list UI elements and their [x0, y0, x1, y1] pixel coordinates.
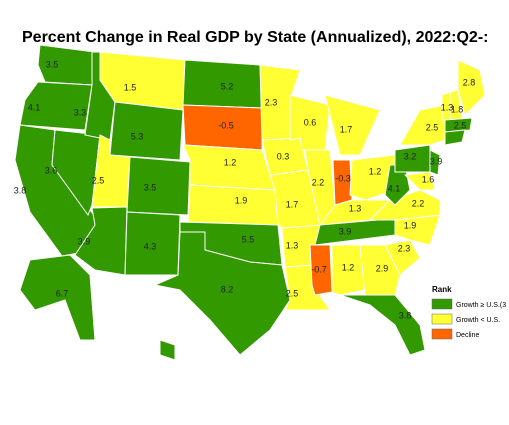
state-label: 1.9	[404, 220, 417, 230]
state	[309, 244, 333, 296]
state-label: 3.2	[404, 151, 417, 161]
state-label: 2.3	[265, 97, 278, 107]
state-label: 0.6	[304, 117, 317, 127]
state-label: 3.5	[144, 182, 157, 192]
state	[339, 294, 426, 356]
state	[457, 59, 486, 116]
legend-label: Growth ≥ U.S.(3	[456, 302, 506, 309]
state-label: 1.8	[451, 104, 464, 114]
state-label: 3.9	[339, 226, 352, 236]
state-label: 3.8	[399, 310, 412, 320]
state-label: 2.5	[92, 175, 105, 185]
state-label: 1.2	[369, 166, 382, 176]
state-labels: 3.5 4.1 3.8 3.6 3.3 1.5 5.3 2.5 3.9 3.5 4.3 5.2 -0.5…	[14, 59, 476, 320]
state-label: 1.2	[224, 157, 237, 167]
title: Percent Change in Real GDP by State (Ann…	[22, 29, 488, 46]
states	[14, 44, 486, 361]
state-label: 5.2	[221, 81, 234, 91]
state	[349, 154, 396, 201]
state	[444, 117, 473, 133]
state-label: 3.5	[46, 59, 59, 69]
state-label: -0.3	[335, 173, 351, 183]
state-label: 2.2	[312, 177, 325, 187]
state-label: 1.6	[422, 174, 435, 184]
state-label: 4.1	[28, 102, 41, 112]
state-label: 2.2	[412, 198, 425, 208]
legend-title: Rank	[432, 285, 452, 294]
state-label: 5.3	[131, 131, 144, 141]
state-label: 2.9	[376, 263, 389, 273]
state-label: 3.3	[74, 107, 87, 117]
state-label: 4.1	[388, 183, 401, 193]
state	[359, 244, 401, 296]
state	[403, 171, 436, 191]
state-label: 1.9	[235, 195, 248, 205]
state	[324, 94, 381, 156]
state-label: 0.3	[277, 151, 290, 161]
state-label: 3.9	[78, 236, 91, 246]
state-label: 6.7	[56, 288, 69, 298]
state-label: 1.3	[441, 102, 454, 112]
legend-label: Decline	[456, 332, 479, 339]
state	[126, 156, 191, 216]
state-label: 1.7	[286, 199, 299, 209]
state-label: 1.2	[342, 262, 355, 272]
state-label: 4.3	[144, 241, 157, 251]
legend: Growth ≥ U.S.(3 Growth < U.S. Decline	[431, 298, 506, 340]
state-label: 3.9	[430, 156, 443, 166]
state	[429, 149, 441, 176]
state-label: 2.5	[454, 120, 467, 130]
state-label: 1.3	[349, 203, 362, 213]
state-label: -0.7	[311, 264, 327, 274]
state	[384, 239, 421, 276]
state-label: 2.8	[463, 77, 476, 87]
state	[19, 81, 93, 131]
state	[331, 244, 366, 296]
state-label: 3.6	[45, 165, 58, 175]
state-label: 1.7	[340, 124, 353, 134]
state-label: 2.5	[426, 122, 439, 132]
state-label: 1.5	[124, 82, 137, 92]
state	[182, 144, 276, 191]
state-label: 3.8	[14, 185, 27, 195]
state-label: 8.2	[221, 284, 234, 294]
state-label: 1.3	[286, 240, 299, 250]
state-label: -0.5	[218, 120, 234, 130]
state-label: 2.3	[398, 243, 411, 253]
state	[159, 339, 176, 361]
state	[444, 129, 466, 146]
state	[153, 231, 291, 356]
state-label: 5.5	[242, 234, 255, 244]
state	[109, 101, 184, 161]
state	[19, 254, 96, 341]
legend-swatch	[431, 328, 453, 340]
legend-swatch	[431, 313, 453, 325]
legend-label: Growth < U.S.	[456, 317, 500, 324]
legend-swatch	[431, 298, 453, 310]
state	[187, 184, 279, 226]
state-label: 2.5	[286, 288, 299, 298]
